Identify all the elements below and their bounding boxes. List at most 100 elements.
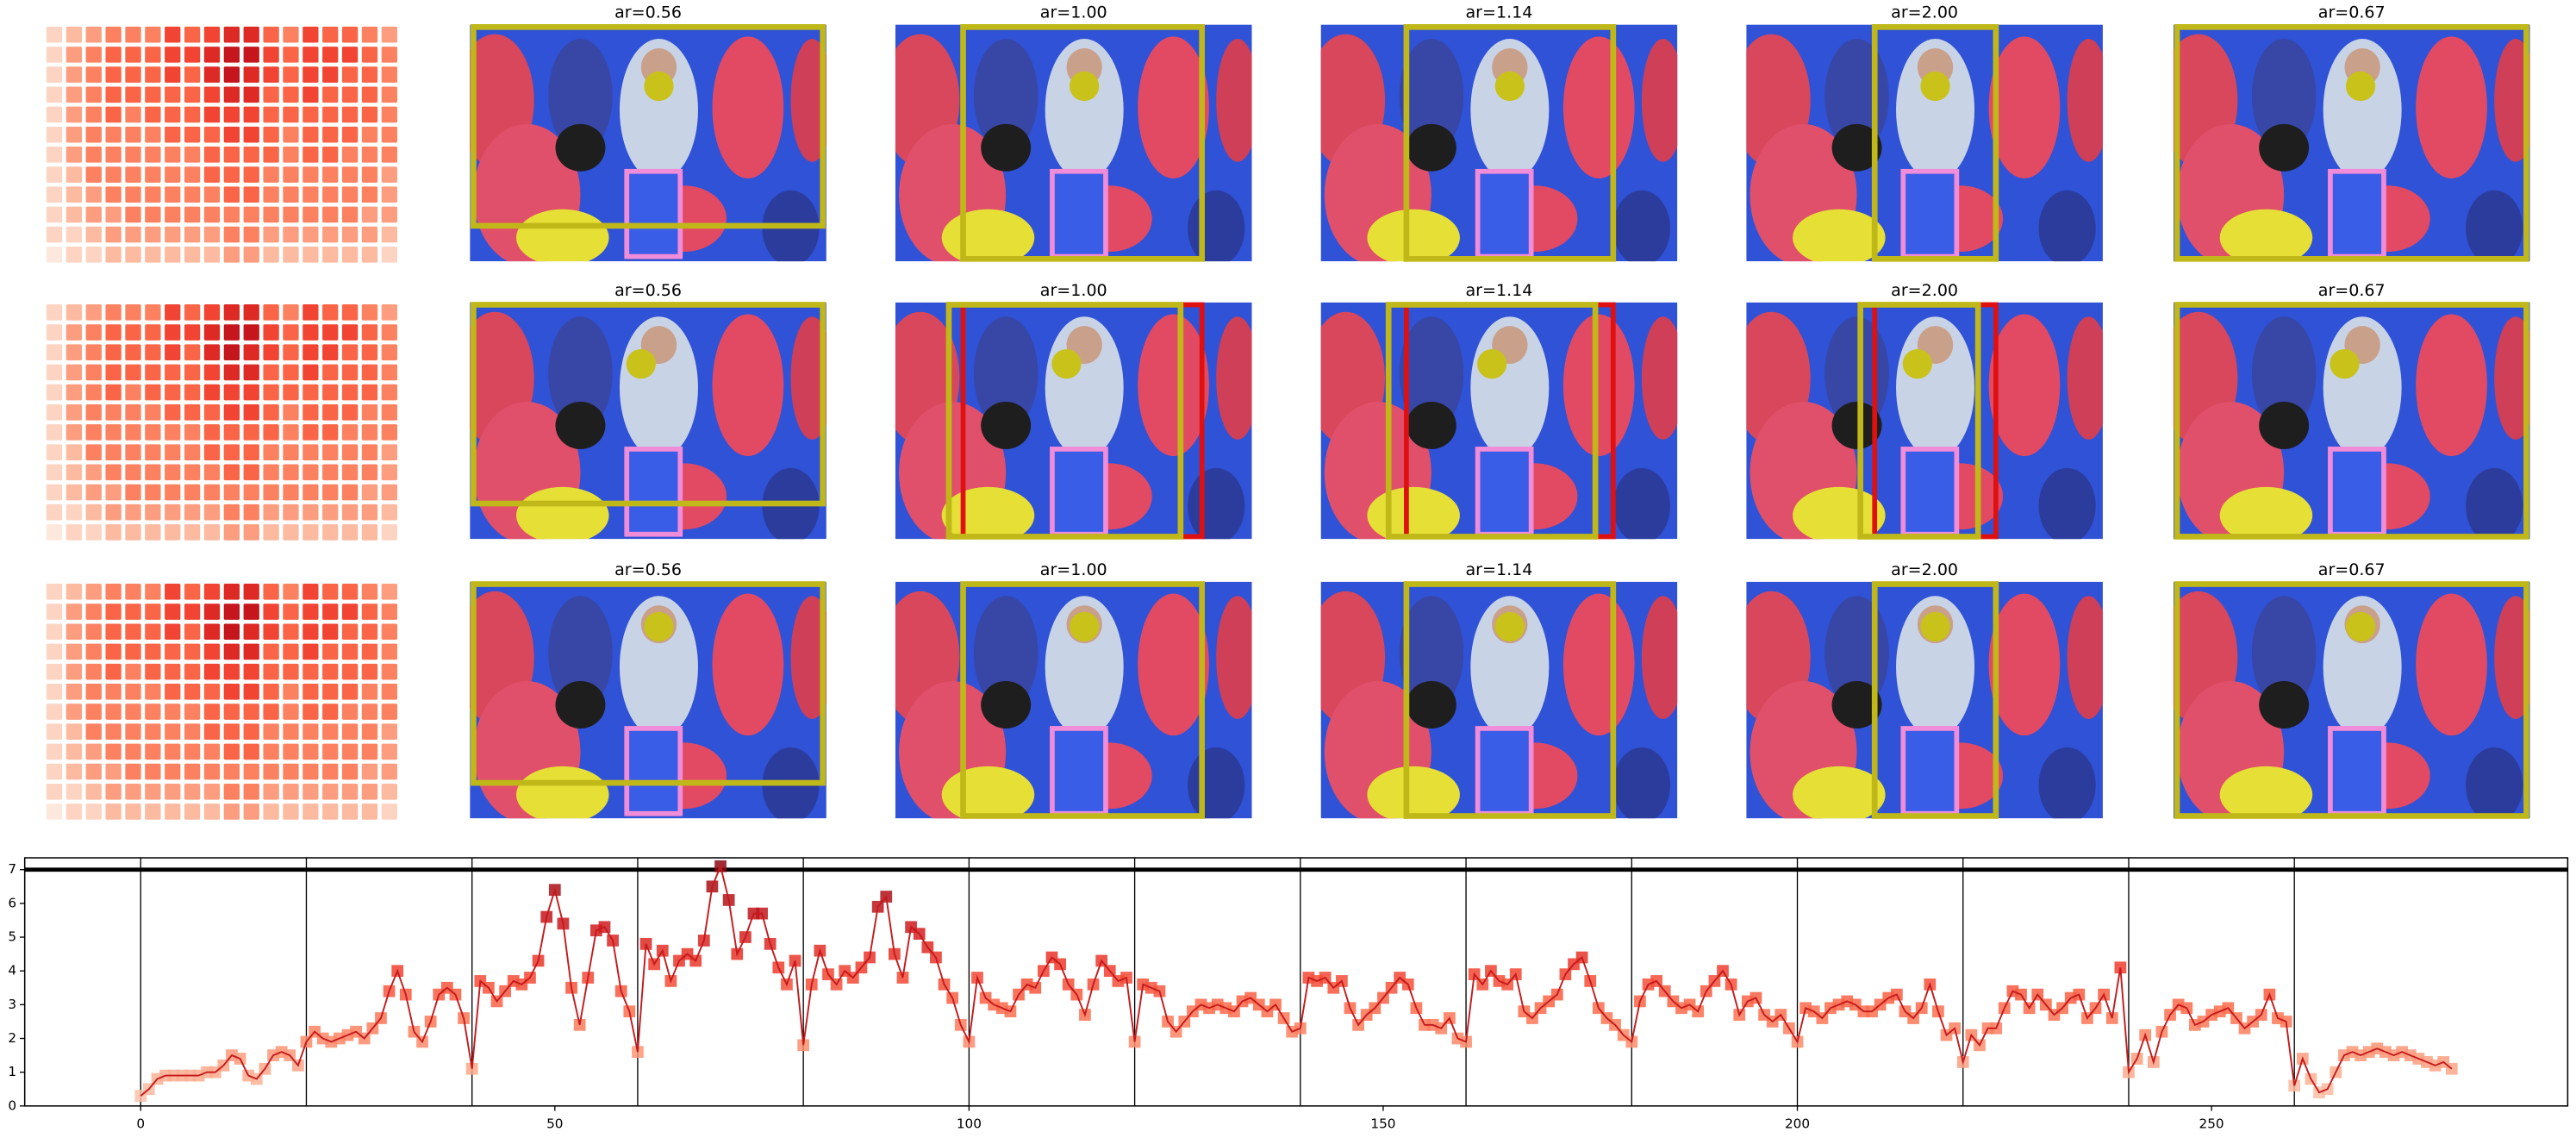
heatmap-cell (184, 147, 201, 163)
heatmap-cell (65, 763, 83, 780)
heatmap-cell (184, 186, 201, 203)
heatmap-cell (145, 603, 161, 620)
heatmap-cell (223, 304, 240, 321)
panel-title: ar=1.14 (1466, 3, 1533, 22)
heatmap (46, 304, 397, 541)
heatmap-cell (65, 503, 83, 521)
heatmap-cell (263, 723, 279, 741)
photo-figure (2494, 316, 2530, 440)
heatmap-cell (105, 226, 122, 243)
heatmap-cell (322, 86, 339, 103)
heatmap-cell (361, 763, 378, 780)
heatmap-cell (85, 26, 102, 43)
heatmap-cell (223, 524, 240, 541)
heatmap-cell (303, 783, 319, 800)
photo-figure (1188, 190, 1245, 262)
heatmap-cell (303, 584, 319, 600)
heatmap-cell (165, 186, 181, 203)
heatmap-cell (145, 424, 161, 441)
heatmap-cell (165, 403, 181, 421)
heatmap-cell (125, 206, 141, 223)
heatmap-cell (263, 206, 279, 223)
heatmap-cell (145, 26, 161, 43)
photo-figure (2219, 486, 2313, 540)
heatmap-cell (303, 26, 319, 43)
heatmap-cell (85, 86, 102, 103)
heatmap-cell (105, 803, 122, 820)
heatmap-cell (381, 623, 397, 641)
heatmap-cell (145, 703, 161, 720)
heatmap-cell (203, 743, 221, 760)
photo-figure (981, 681, 1032, 728)
heatmap-cell (341, 86, 359, 103)
yellow-box (945, 302, 1184, 540)
heatmap-cell (283, 66, 299, 83)
heatmap-cell (46, 324, 63, 341)
photo-figure (1831, 681, 1882, 728)
heatmap-cell (303, 246, 319, 263)
heatmap-cell (165, 47, 181, 63)
heatmap-cell (361, 324, 378, 341)
panel-title: ar=0.56 (614, 281, 682, 300)
photo-figure (1367, 209, 1460, 262)
heatmap-cell (125, 703, 141, 720)
photo-figure (1406, 681, 1456, 728)
heatmap-cell (125, 424, 141, 441)
heatmap-cell (46, 763, 63, 780)
heatmap-cell (65, 344, 83, 361)
heatmap-cell (105, 503, 122, 521)
face-marker (1902, 348, 1933, 379)
heatmap-cell (203, 47, 221, 63)
heatmap-cell (105, 684, 122, 700)
photo-figure (1612, 190, 1670, 262)
photo-board (1050, 447, 1108, 537)
heatmap-cell (341, 304, 359, 321)
heatmap-cell (85, 424, 102, 441)
heatmap-cell (203, 524, 221, 541)
yellow-box (960, 24, 1205, 262)
heatmap-cell (322, 226, 339, 243)
heatmap-cell (184, 304, 201, 321)
heatmap-cell (85, 603, 102, 620)
panel-title: ar=0.67 (2318, 3, 2386, 22)
heatmap-cell (223, 106, 240, 123)
heatmap-cell (223, 783, 240, 800)
photo-board (1900, 726, 1960, 816)
heatmap-cell (263, 364, 279, 381)
heatmap-cell (341, 364, 359, 381)
heatmap-cell (85, 803, 102, 820)
heatmap-cell (105, 444, 122, 460)
heatmap-cell (65, 464, 83, 481)
heatmap-cell (203, 86, 221, 103)
photo-figure (1562, 314, 1635, 457)
heatmap-cell (223, 126, 240, 143)
heatmap-cell (283, 166, 299, 183)
heatmap-cell (165, 364, 181, 381)
panel-title: ar=1.00 (1040, 560, 1107, 579)
heatmap-cell (223, 324, 240, 341)
heatmap-cell (361, 364, 378, 381)
heatmap-cell (322, 344, 339, 361)
heatmap-cell (105, 166, 122, 183)
heatmap-cell (283, 226, 299, 243)
heatmap-cell (203, 66, 221, 83)
heatmap-cell (223, 47, 240, 63)
heatmap-cell (65, 226, 83, 243)
heatmap-cell (223, 206, 240, 223)
photo-figure (1988, 36, 2061, 179)
yellow-box (2174, 24, 2529, 262)
x-tick-label: 150 (1370, 1116, 1395, 1131)
heatmap-cell (85, 226, 102, 243)
heatmap-cell (361, 246, 378, 263)
heatmap-cell (165, 344, 181, 361)
heatmap-cell (263, 246, 279, 263)
heatmap-cell (105, 186, 122, 203)
heatmap-cell (125, 643, 141, 660)
photo-figure (1406, 123, 1456, 172)
photo-figure (2259, 123, 2310, 172)
heatmap-cell (381, 147, 397, 163)
heatmap-cell (243, 86, 259, 103)
heatmap (46, 26, 397, 263)
heatmap-cell (184, 166, 201, 183)
panel-title: ar=0.67 (2318, 560, 2386, 579)
